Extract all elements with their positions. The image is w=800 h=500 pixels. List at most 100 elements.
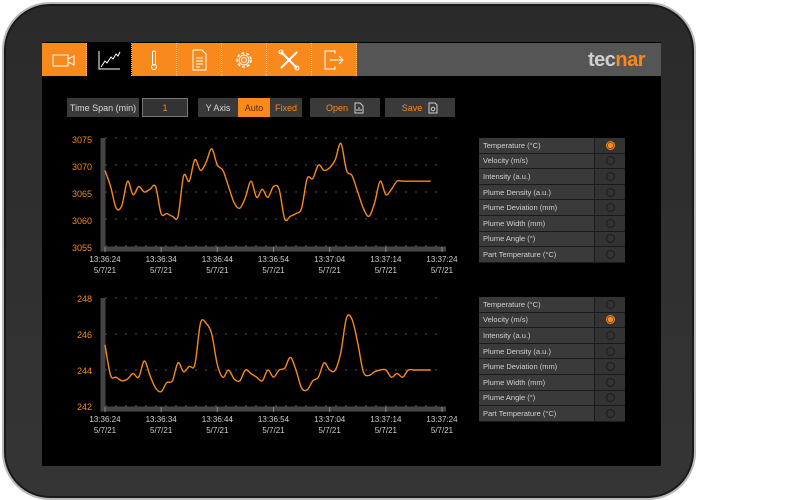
series-option-label: Plume Angle (°) [479,231,595,247]
series-option-label: Velocity (m/s) [479,312,595,328]
y-tick: 3065 [71,189,92,199]
radio-button[interactable] [605,234,615,244]
radio-button[interactable] [605,393,615,403]
radio-button[interactable] [605,218,615,228]
x-tick: 13:36:24 5/7/21 [89,415,121,435]
radio-button[interactable] [605,299,615,309]
series-radio-cell[interactable] [595,247,625,262]
series-radio-cell[interactable] [595,343,625,359]
series-option[interactable]: Plume Angle (°) [479,231,625,248]
x-tick: 13:37:04 5/7/21 [314,415,346,435]
series-radio-cell[interactable] [595,359,625,374]
series-radio-cell[interactable] [595,297,625,312]
series-option-label: Part Temperature (°C) [479,406,595,421]
series-option-label: Velocity (m/s) [479,153,595,169]
save-file-icon [428,102,438,113]
logout-icon [324,50,344,69]
series-option[interactable]: Part Temperature (°C) [479,406,625,422]
series-option[interactable]: Plume Density (a.u.) [479,184,625,201]
series-option-label: Part Temperature (°C) [479,247,595,262]
series-radio-cell[interactable] [595,169,625,184]
open-label: Open [325,102,349,113]
series-option[interactable]: Plume Deviation (mm) [479,200,625,216]
series-radio-cell[interactable] [595,231,625,247]
series-option[interactable]: Plume Width (mm) [479,215,625,232]
temperature-plot[interactable] [97,134,447,258]
series-option[interactable]: Temperature (°C) [479,138,625,154]
top-nav-bar: tecnar [42,43,661,76]
open-file-icon [354,102,364,113]
series-option[interactable]: Velocity (m/s) [479,312,625,329]
series-radio-cell[interactable] [595,138,625,153]
series-radio-cell[interactable] [595,406,625,421]
document-icon [192,49,207,70]
tablet-frame: tecnar Time Span (min) 1 Y Axis Auto Fix… [2,2,696,500]
radio-button[interactable] [605,330,615,340]
video-camera-icon [52,54,75,66]
save-button[interactable]: Save [385,98,455,117]
series-option-label: Plume Deviation (mm) [479,359,595,374]
x-tick: 13:37:14 5/7/21 [370,415,402,435]
series-option-label: Plume Density (a.u.) [479,184,595,200]
nav-exit-button[interactable] [312,43,357,76]
y-tick: 3075 [71,135,92,145]
radio-button[interactable] [605,156,615,166]
nav-report-button[interactable] [177,43,222,76]
series-option[interactable]: Intensity (a.u.) [479,169,625,185]
series-option[interactable]: Plume Width (mm) [479,374,625,391]
y-tick: 248 [76,294,92,304]
x-tick: 13:37:14 5/7/21 [370,255,402,275]
series-option-label: Intensity (a.u.) [479,169,595,184]
x-tick: 13:37:24 5/7/21 [426,415,458,435]
series-option[interactable]: Plume Deviation (mm) [479,359,625,375]
series-option[interactable]: Plume Density (a.u.) [479,343,625,360]
series-radio-cell[interactable] [595,390,625,406]
radio-button[interactable] [605,315,615,325]
series-option[interactable]: Temperature (°C) [479,297,625,313]
y-tick: 3070 [71,162,92,172]
radio-button[interactable] [605,171,615,181]
radio-button[interactable] [605,377,615,387]
x-tick: 13:36:24 5/7/21 [89,255,121,275]
series-radio-cell[interactable] [595,328,625,343]
radio-button[interactable] [605,187,615,197]
series-radio-cell[interactable] [595,215,625,231]
radio-button[interactable] [605,249,615,259]
chart1-series-selector: Temperature (°C) Velocity (m/s) Intensity … [479,138,625,263]
nav-temperature-button[interactable] [132,43,177,76]
line-chart-icon [98,50,121,69]
y-axis-auto-toggle[interactable]: Auto [238,98,270,117]
nav-camera-button[interactable] [42,43,87,76]
series-radio-cell[interactable] [595,153,625,169]
series-option-label: Temperature (°C) [479,297,595,312]
y-tick: 3060 [71,216,92,226]
nav-settings-button[interactable] [222,43,267,76]
series-radio-cell[interactable] [595,184,625,200]
chart2-series-selector: Temperature (°C) Velocity (m/s) Intensity … [479,297,625,422]
open-button[interactable]: Open [310,98,380,117]
series-line [104,142,431,222]
y-axis-fixed-toggle[interactable]: Fixed [270,98,302,117]
series-option[interactable]: Intensity (a.u.) [479,328,625,344]
series-radio-cell[interactable] [595,200,625,215]
series-option[interactable]: Part Temperature (°C) [479,247,625,263]
series-option-label: Temperature (°C) [479,138,595,153]
y-tick: 242 [76,402,92,412]
time-span-input[interactable]: 1 [142,98,188,117]
radio-button[interactable] [605,362,615,372]
velocity-plot[interactable] [97,294,447,418]
series-radio-cell[interactable] [595,312,625,328]
radio-button[interactable] [605,203,615,213]
series-radio-cell[interactable] [595,374,625,390]
radio-button[interactable] [605,408,615,418]
nav-charts-button[interactable] [87,43,132,76]
x-tick: 13:36:34 5/7/21 [145,255,177,275]
nav-tools-button[interactable] [267,43,312,76]
radio-button[interactable] [605,346,615,356]
radio-button[interactable] [605,140,615,150]
y-axis-label: Y Axis [198,98,238,117]
series-option[interactable]: Velocity (m/s) [479,153,625,170]
y-tick: 244 [76,366,92,376]
time-span-label: Time Span (min) [67,98,139,117]
series-option[interactable]: Plume Angle (°) [479,390,625,407]
